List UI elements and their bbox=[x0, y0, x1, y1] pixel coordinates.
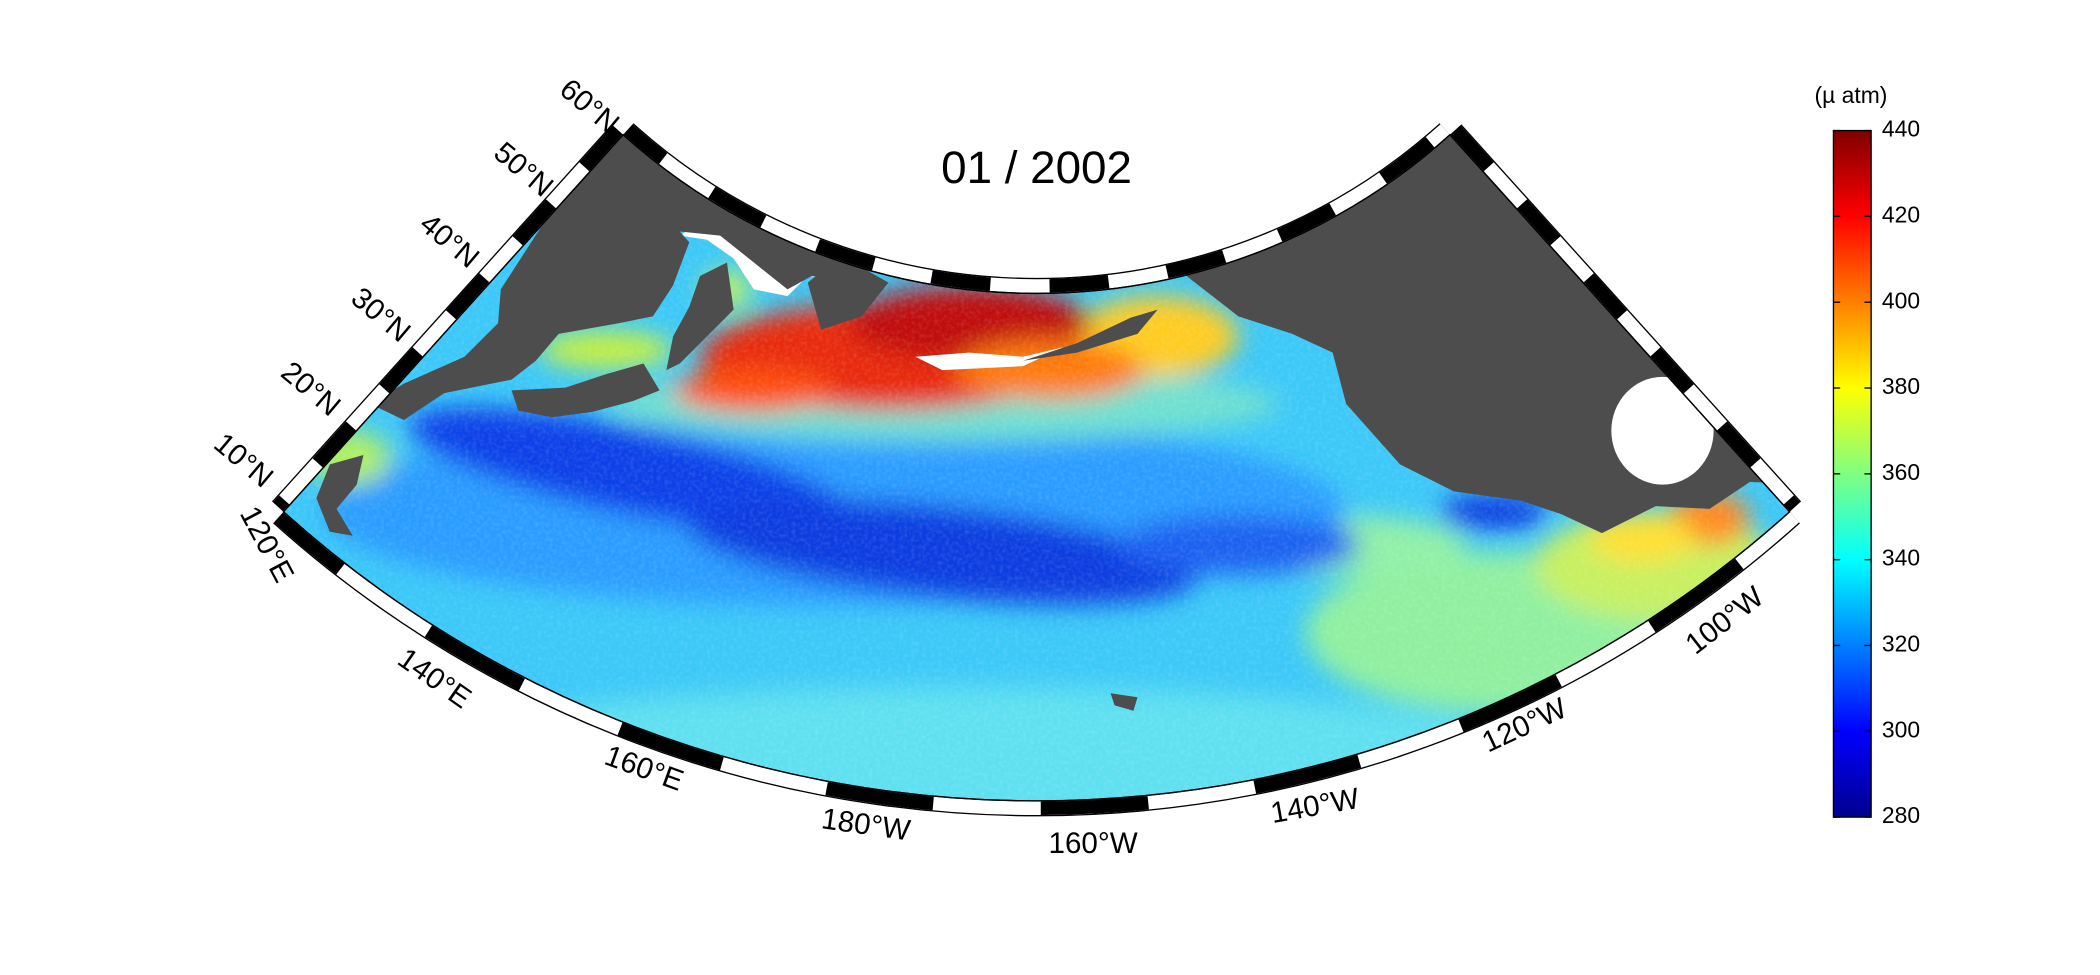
map-title: 01 / 2002 bbox=[941, 142, 1132, 193]
colorbar-tick-label: 400 bbox=[1882, 287, 1920, 313]
colorbar-tick-label: 320 bbox=[1882, 631, 1920, 657]
latitude-label: 40°N bbox=[413, 207, 485, 275]
latitude-label: 20°N bbox=[275, 355, 347, 423]
colorbar-tick-label: 280 bbox=[1882, 802, 1920, 828]
colorbar-label: (µ atm) bbox=[1814, 82, 1887, 108]
colorbar-tick-label: 360 bbox=[1882, 459, 1920, 485]
map-frame bbox=[271, 123, 1802, 817]
no-data bbox=[915, 347, 1064, 371]
colorbar-tick-label: 440 bbox=[1882, 116, 1920, 142]
frame-dashes bbox=[1450, 125, 1801, 512]
latitude-label: 50°N bbox=[487, 136, 559, 204]
frame-dashes bbox=[623, 124, 1450, 293]
colorbar-tick-label: 340 bbox=[1882, 545, 1920, 571]
colorbar-tick-label: 300 bbox=[1882, 716, 1920, 742]
longitude-label: 160°W bbox=[1048, 827, 1137, 860]
latitude-label: 30°N bbox=[345, 281, 417, 349]
colorbar-tick-label: 420 bbox=[1882, 201, 1920, 227]
map-outline bbox=[282, 133, 1791, 802]
land-hawaii bbox=[1110, 693, 1138, 711]
land-philippines bbox=[316, 454, 364, 536]
land-kamchatka bbox=[807, 255, 889, 330]
land-japan bbox=[511, 363, 660, 418]
land-hole bbox=[1611, 376, 1714, 485]
latitude-label: 10°N bbox=[207, 427, 279, 495]
frame-dashes bbox=[272, 125, 623, 512]
colorbar-tick-label: 380 bbox=[1882, 373, 1920, 399]
land-alaska-peninsula bbox=[1023, 309, 1158, 361]
longitude-label: 180°W bbox=[819, 802, 912, 847]
land-sakhalin bbox=[666, 262, 734, 371]
frame-dashes bbox=[274, 512, 1800, 816]
